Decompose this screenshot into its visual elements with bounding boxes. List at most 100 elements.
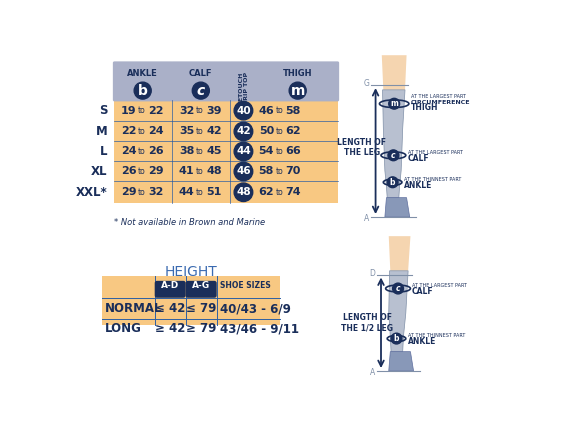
Text: NORMAL: NORMAL	[105, 302, 162, 315]
Text: 29: 29	[121, 187, 136, 197]
Text: b: b	[138, 83, 148, 98]
Text: b: b	[390, 178, 395, 187]
Bar	[230, 181, 339, 203]
Circle shape	[392, 283, 403, 294]
Text: RETOUCH
GRIP TOP: RETOUCH GRIP TOP	[238, 71, 249, 105]
Text: to: to	[275, 127, 283, 136]
Circle shape	[389, 98, 400, 109]
Text: LENGTH OF
THE 1/2 LEG: LENGTH OF THE 1/2 LEG	[341, 313, 393, 333]
Text: 54: 54	[258, 146, 274, 157]
Text: 62: 62	[286, 126, 301, 137]
Text: 32: 32	[179, 106, 195, 116]
FancyBboxPatch shape	[113, 61, 173, 101]
Text: ≤ 79: ≤ 79	[186, 302, 216, 315]
Text: LONG: LONG	[105, 322, 142, 335]
Circle shape	[388, 150, 399, 160]
Text: ≥ 42: ≥ 42	[155, 322, 185, 335]
Text: c: c	[197, 83, 205, 98]
Text: b: b	[394, 334, 399, 343]
Text: D: D	[370, 269, 375, 278]
Text: XL: XL	[91, 165, 107, 178]
Text: A-D: A-D	[161, 281, 179, 290]
Text: 48: 48	[236, 187, 250, 197]
Text: 22: 22	[148, 106, 164, 116]
Bar	[114, 100, 172, 122]
Text: to: to	[196, 188, 204, 197]
Text: 48: 48	[206, 166, 222, 176]
Text: 42: 42	[236, 126, 250, 137]
Bar	[230, 122, 339, 141]
Bar	[114, 161, 172, 181]
Bar	[172, 122, 230, 141]
Text: 40/43 - 6/9: 40/43 - 6/9	[220, 302, 291, 315]
Text: to: to	[275, 147, 283, 156]
Text: 40: 40	[236, 106, 250, 116]
Circle shape	[234, 101, 253, 120]
Text: S: S	[99, 104, 107, 117]
Text: M: M	[95, 125, 107, 138]
Bar	[114, 141, 172, 161]
Circle shape	[234, 122, 253, 141]
Bar	[230, 141, 339, 161]
Polygon shape	[382, 55, 407, 90]
Text: 44: 44	[236, 146, 251, 157]
Text: * Not available in Brown and Marine: * Not available in Brown and Marine	[114, 218, 265, 227]
Circle shape	[134, 82, 151, 99]
Text: 66: 66	[286, 146, 302, 157]
Circle shape	[234, 162, 253, 181]
FancyBboxPatch shape	[171, 61, 231, 101]
Text: AT THE THINNEST PART: AT THE THINNEST PART	[404, 177, 462, 181]
Text: AT THE LARGEST PART: AT THE LARGEST PART	[411, 94, 466, 99]
Polygon shape	[389, 236, 411, 271]
Text: to: to	[138, 106, 146, 115]
Circle shape	[234, 183, 253, 202]
Text: CALF: CALF	[408, 154, 430, 163]
Text: to: to	[138, 127, 146, 136]
Text: 44: 44	[179, 187, 195, 197]
FancyBboxPatch shape	[154, 281, 186, 298]
Circle shape	[234, 142, 253, 160]
Text: CALF: CALF	[189, 69, 212, 78]
Text: A: A	[370, 368, 375, 377]
Text: 26: 26	[121, 166, 136, 176]
Bar	[230, 161, 339, 181]
Bar	[114, 181, 172, 203]
Text: 58: 58	[258, 166, 274, 176]
Text: to: to	[196, 106, 204, 115]
Text: 38: 38	[179, 146, 195, 157]
Text: to: to	[138, 188, 146, 197]
Polygon shape	[385, 198, 410, 217]
Bar	[172, 181, 230, 203]
FancyBboxPatch shape	[186, 281, 217, 298]
Text: THIGH: THIGH	[283, 69, 312, 78]
Text: XXL*: XXL*	[76, 186, 107, 199]
Text: A-G: A-G	[192, 281, 210, 290]
Text: to: to	[196, 167, 204, 176]
Text: 41: 41	[179, 166, 195, 176]
Text: 32: 32	[148, 187, 164, 197]
Text: AT THE THINNEST PART: AT THE THINNEST PART	[408, 333, 466, 338]
Text: CIRCUMFERENCE: CIRCUMFERENCE	[411, 100, 471, 105]
Text: AT THE LARGEST PART: AT THE LARGEST PART	[408, 150, 463, 155]
Text: G: G	[364, 79, 369, 88]
Text: to: to	[138, 147, 146, 156]
Polygon shape	[389, 352, 414, 371]
Text: ANKLE: ANKLE	[404, 181, 433, 190]
Circle shape	[289, 82, 306, 99]
Text: c: c	[396, 284, 400, 293]
Text: 51: 51	[206, 187, 222, 197]
Text: L: L	[100, 145, 107, 158]
Text: 22: 22	[121, 126, 136, 137]
Bar	[102, 276, 280, 325]
Text: 43/46 - 9/11: 43/46 - 9/11	[220, 322, 299, 335]
Text: CALF: CALF	[412, 287, 433, 296]
Text: 50: 50	[259, 126, 274, 137]
Text: 19: 19	[121, 106, 136, 116]
Text: 46: 46	[236, 166, 250, 176]
Text: HEIGHT: HEIGHT	[165, 265, 218, 279]
Circle shape	[193, 82, 210, 99]
FancyBboxPatch shape	[229, 61, 258, 101]
Text: to: to	[275, 188, 283, 197]
Text: 24: 24	[121, 146, 136, 157]
Text: to: to	[275, 167, 283, 176]
